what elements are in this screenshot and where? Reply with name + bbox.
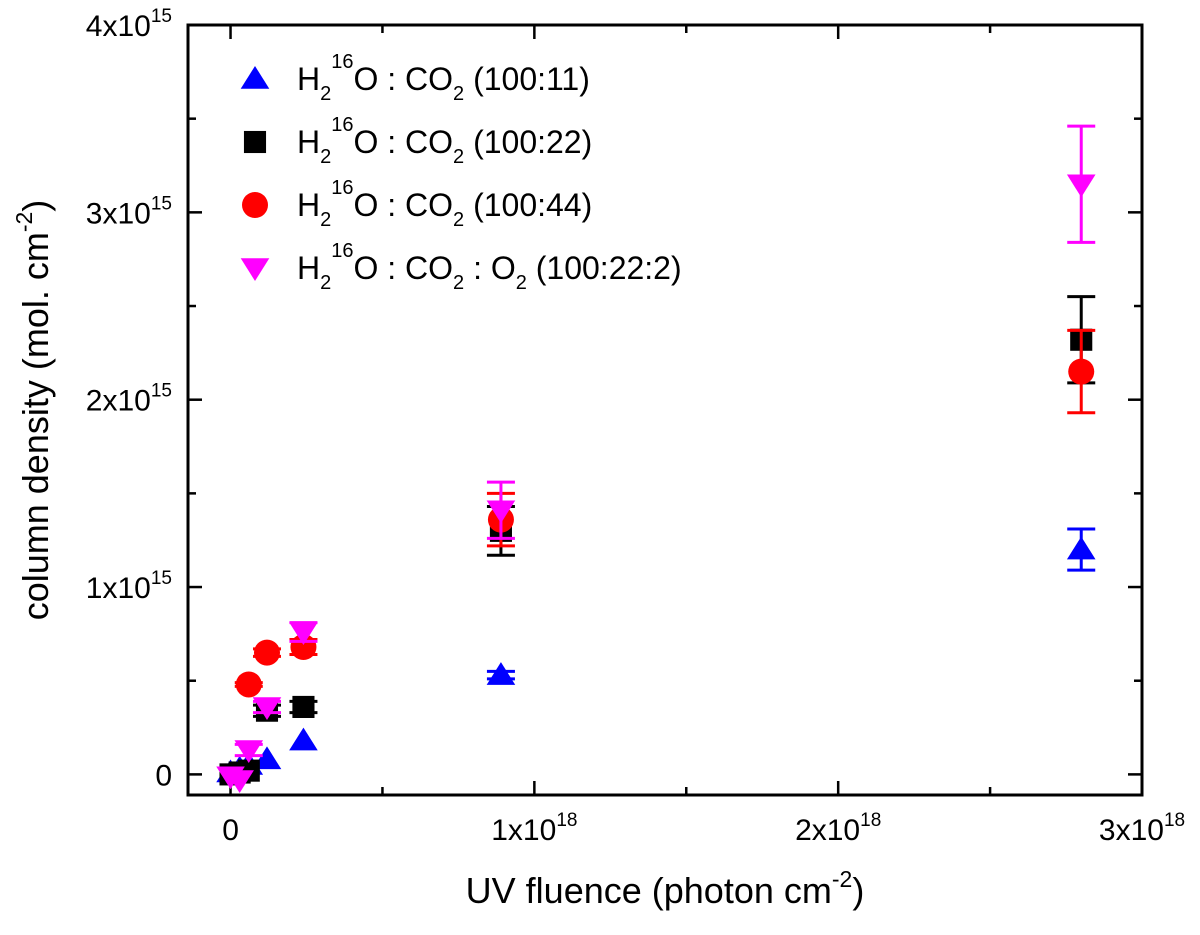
x-tick-label: 2x1018 — [795, 810, 881, 847]
legend: H216O : CO2 (100:11) H216O : CO2 (100:22)… — [240, 51, 682, 294]
data-point — [252, 746, 282, 770]
legend-marker — [240, 258, 270, 281]
legend-label: H216O : CO2 (100:11) — [297, 51, 590, 105]
axis-ticks — [188, 23, 1144, 795]
series-1 — [219, 295, 1096, 786]
y-tick-label: 3x1015 — [86, 193, 172, 230]
data-point — [225, 770, 254, 794]
x-tick-label: 1x1018 — [491, 810, 577, 847]
legend-label: H216O : CO2 (100:22) — [297, 114, 592, 168]
data-point — [486, 662, 516, 685]
data-point — [1066, 536, 1096, 560]
data-point — [1066, 174, 1096, 198]
series-0 — [216, 527, 1096, 783]
y-tick-label: 4x1015 — [86, 6, 172, 43]
data-point — [1068, 358, 1095, 385]
x-tick-label: 0 — [222, 814, 239, 847]
data-point — [235, 671, 262, 698]
series-2 — [234, 328, 1096, 698]
y-axis-title: column density (mol. cm-2) — [11, 200, 56, 621]
data-point — [292, 695, 315, 718]
data-points — [216, 124, 1096, 794]
y-tick-label: 0 — [155, 759, 172, 792]
data-point — [289, 727, 318, 751]
data-point — [234, 740, 264, 764]
x-tick-label: 3x1018 — [1099, 810, 1185, 847]
x-axis-title: UV fluence (photon cm-2) — [466, 866, 865, 911]
plot-frame — [186, 23, 1144, 797]
legend-marker — [242, 192, 268, 218]
y-tick-labels: 0 1x1015 2x1015 3x1015 4x1015 — [86, 6, 172, 792]
legend-label: H216O : CO2 (100:44) — [297, 177, 592, 231]
y-tick-label: 2x1015 — [86, 381, 172, 418]
legend-label: H216O : CO2 : O2 (100:22:2) — [297, 240, 682, 294]
x-tick-labels: 0 1x1018 2x1018 3x1018 — [222, 810, 1185, 847]
data-point — [289, 622, 318, 646]
series-3 — [216, 124, 1096, 794]
data-point — [486, 500, 516, 524]
legend-marker — [240, 66, 270, 89]
data-point — [253, 639, 280, 666]
legend-marker — [243, 130, 267, 154]
y-tick-label: 1x1015 — [86, 568, 172, 605]
data-point — [252, 697, 282, 720]
